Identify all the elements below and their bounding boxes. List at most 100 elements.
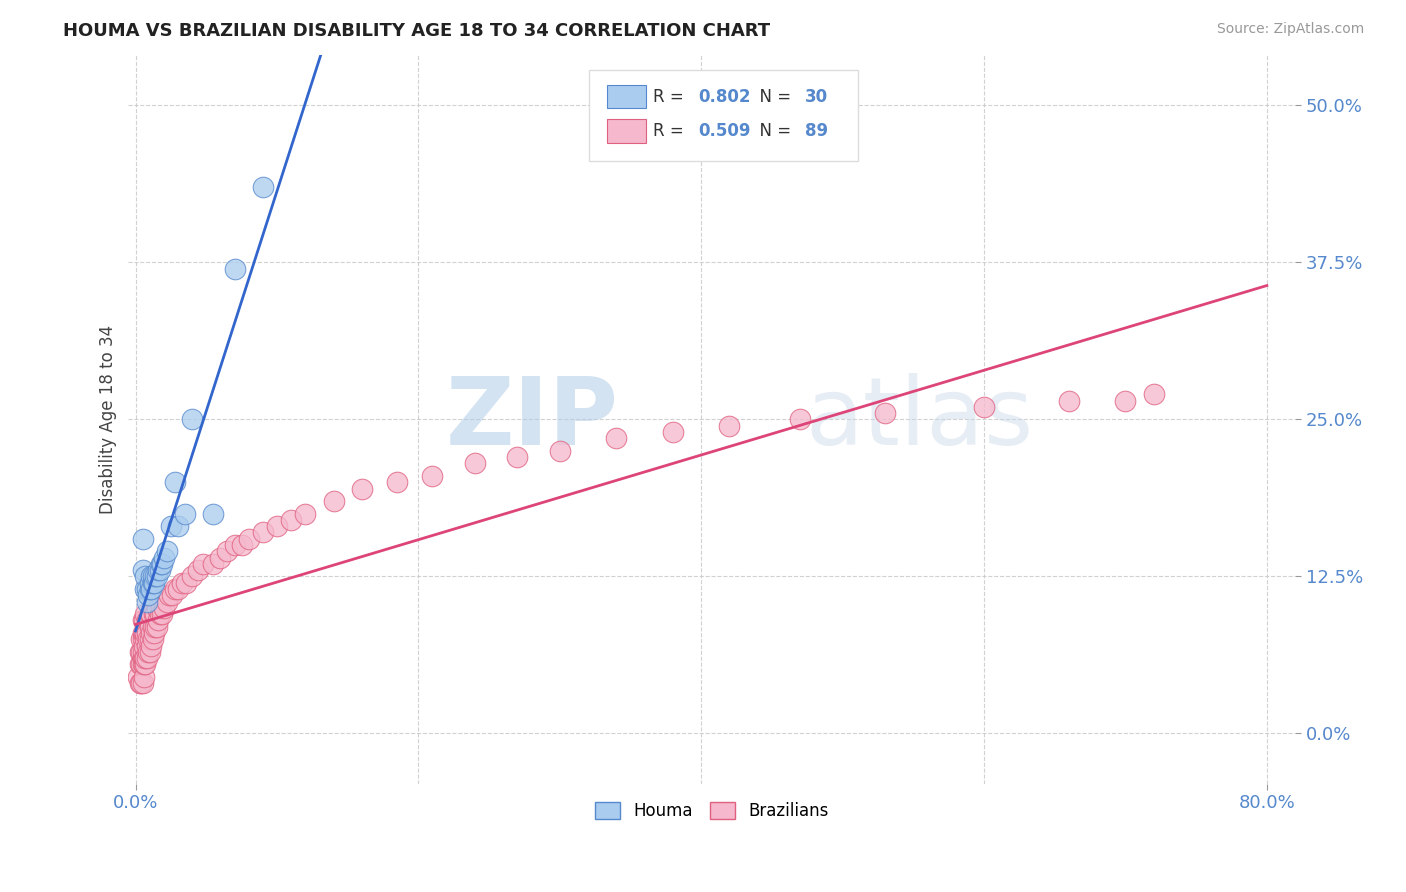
Point <box>145 620 167 634</box>
Point <box>142 607 165 622</box>
Point <box>138 582 160 596</box>
Point <box>156 594 179 608</box>
Point <box>143 620 166 634</box>
Point <box>187 563 209 577</box>
Point <box>131 626 153 640</box>
Text: 30: 30 <box>806 87 828 105</box>
Point <box>129 676 152 690</box>
Point <box>181 569 204 583</box>
Point <box>135 582 157 596</box>
Point <box>138 575 160 590</box>
Point <box>153 600 176 615</box>
Point <box>422 469 444 483</box>
Point <box>142 575 165 590</box>
Point <box>139 569 162 583</box>
Point <box>294 507 316 521</box>
Point <box>167 582 190 596</box>
Point <box>136 588 159 602</box>
Point <box>146 614 169 628</box>
Point <box>209 550 232 565</box>
Point <box>135 639 157 653</box>
Point <box>138 607 160 622</box>
Point <box>145 600 167 615</box>
Point <box>605 431 627 445</box>
Point <box>156 544 179 558</box>
Point <box>1114 393 1136 408</box>
Point <box>139 626 162 640</box>
Point <box>224 261 246 276</box>
Point <box>131 651 153 665</box>
Point <box>136 645 159 659</box>
Point <box>385 475 408 490</box>
Point <box>132 651 155 665</box>
Point <box>165 582 187 596</box>
Point <box>162 588 184 602</box>
Text: 89: 89 <box>806 122 828 140</box>
Point <box>152 607 174 622</box>
Legend: Houma, Brazilians: Houma, Brazilians <box>589 795 835 826</box>
Point <box>129 645 152 659</box>
Point <box>202 557 225 571</box>
Point <box>238 532 260 546</box>
Point <box>131 657 153 672</box>
Point <box>150 557 173 571</box>
Text: HOUMA VS BRAZILIAN DISABILITY AGE 18 TO 34 CORRELATION CHART: HOUMA VS BRAZILIAN DISABILITY AGE 18 TO … <box>63 22 770 40</box>
Point <box>138 632 160 647</box>
Point <box>159 588 181 602</box>
Point <box>165 475 187 490</box>
Point <box>1057 393 1080 408</box>
Point <box>132 639 155 653</box>
Point <box>217 544 239 558</box>
Point <box>141 620 163 634</box>
Point <box>789 412 811 426</box>
Point <box>181 412 204 426</box>
Point <box>135 626 157 640</box>
Point <box>143 569 166 583</box>
Point <box>132 657 155 672</box>
Point <box>266 519 288 533</box>
Point <box>132 626 155 640</box>
Text: 0.802: 0.802 <box>697 87 751 105</box>
Point <box>138 645 160 659</box>
Point <box>134 569 156 583</box>
Point <box>873 406 896 420</box>
FancyBboxPatch shape <box>607 120 647 143</box>
Point <box>662 425 685 439</box>
Point <box>252 525 274 540</box>
Point <box>231 538 253 552</box>
Point <box>141 575 163 590</box>
Text: R =: R = <box>654 87 689 105</box>
Point <box>1143 387 1166 401</box>
Point <box>506 450 529 464</box>
FancyBboxPatch shape <box>589 70 858 161</box>
Point <box>224 538 246 552</box>
Point <box>129 632 152 647</box>
Text: atlas: atlas <box>806 374 1033 466</box>
Point <box>131 676 153 690</box>
Point <box>132 670 155 684</box>
Point <box>132 614 155 628</box>
Point <box>141 632 163 647</box>
Point <box>135 594 157 608</box>
Point <box>136 614 159 628</box>
Text: ZIP: ZIP <box>446 374 619 466</box>
Point <box>150 600 173 615</box>
Point <box>280 513 302 527</box>
Point <box>718 418 741 433</box>
Point <box>252 180 274 194</box>
Point <box>148 607 170 622</box>
Point <box>153 550 176 565</box>
Point <box>350 482 373 496</box>
Point <box>134 651 156 665</box>
Point <box>193 557 215 571</box>
Point <box>139 582 162 596</box>
Point <box>129 657 152 672</box>
Text: N =: N = <box>749 122 796 140</box>
Point <box>146 563 169 577</box>
Point <box>139 639 162 653</box>
Point <box>135 614 157 628</box>
FancyBboxPatch shape <box>607 85 647 108</box>
Y-axis label: Disability Age 18 to 34: Disability Age 18 to 34 <box>100 325 117 514</box>
Text: R =: R = <box>654 122 689 140</box>
Point <box>135 651 157 665</box>
